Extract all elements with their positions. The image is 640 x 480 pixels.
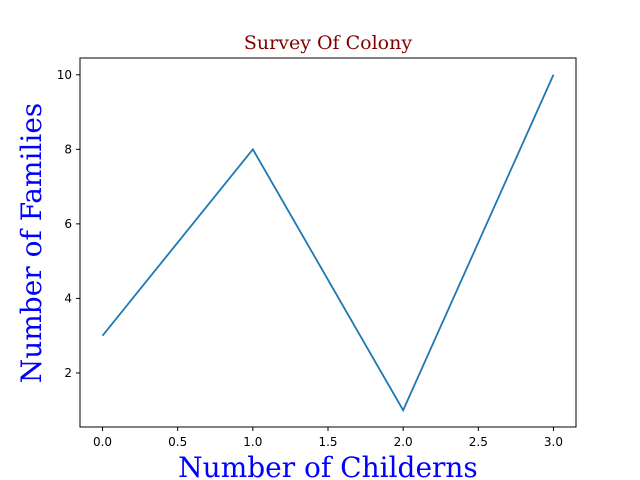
x-tick-label: 0.5 [168,435,187,449]
y-tick-label: 8 [64,142,72,156]
chart-title: Survey Of Colony [244,32,412,54]
y-axis-ticks: 2 4 6 8 10 [57,68,80,380]
y-tick-label: 10 [57,68,72,82]
x-axis-label: Number of Childerns [178,451,478,480]
plot-frame [79,57,577,428]
x-tick-label: 2.0 [394,435,413,449]
series-layer [101,74,555,413]
y-tick-label: 2 [64,366,72,380]
x-tick-label: 2.5 [469,435,488,449]
y-tick-label: 4 [64,291,72,305]
y-axis-label: Number of Families [15,103,48,384]
y-tick-label: 6 [64,217,72,231]
x-tick-label: 1.5 [318,435,337,449]
x-tick-label: 0.0 [93,435,112,449]
x-tick-label: 3.0 [544,435,563,449]
x-tick-label: 1.0 [243,435,262,449]
series-line [101,74,555,413]
x-axis-ticks: 0.0 0.5 1.0 1.5 2.0 2.5 3.0 [93,427,563,449]
